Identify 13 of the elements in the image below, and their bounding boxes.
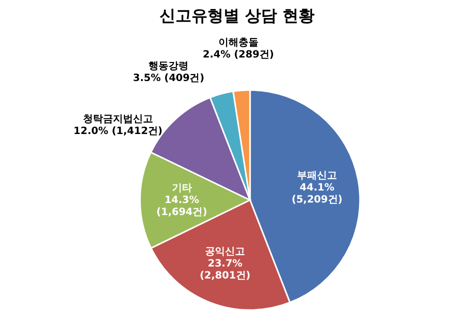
slice-label: 부패신고 <box>297 170 338 182</box>
chart-title: 신고유형별 상담 현황 <box>159 6 315 25</box>
data-label: 12.0% (1,412건) <box>74 126 162 138</box>
slice-label: 이해충돌 <box>218 38 258 49</box>
data-label: 3.5% (409건) <box>133 72 204 84</box>
data-label: 23.7% (2,801건) <box>200 258 250 282</box>
slice-label: 행동강령 <box>148 60 189 72</box>
slice-label: 공익신고 <box>205 246 246 258</box>
slice-label: 청탁금지법신고 <box>83 114 154 126</box>
data-label: 14.3% (1,694건) <box>156 195 208 218</box>
slice-label: 기타 <box>172 183 192 194</box>
data-label: 2.4% (289건) <box>202 50 274 61</box>
data-label: 44.1% (5,209건) <box>292 182 342 206</box>
